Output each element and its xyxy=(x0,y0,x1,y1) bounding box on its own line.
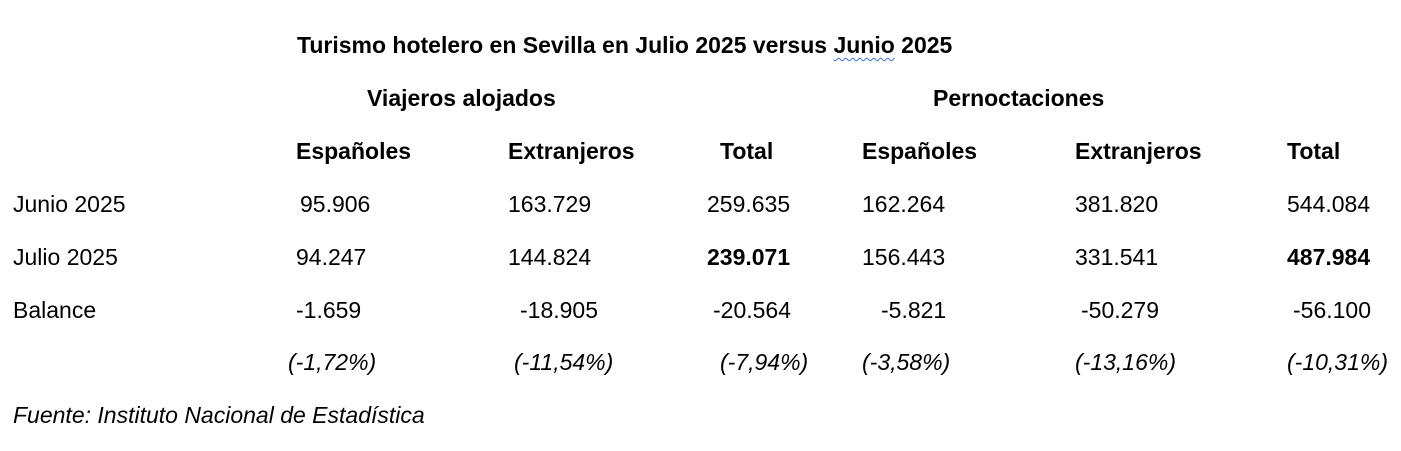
cell-junio-viajeros-total: 259.635 xyxy=(707,191,791,217)
cell-julio-pernoctaciones-extranjeros: 331.541 xyxy=(1075,244,1159,270)
title-text: Turismo hotelero en Sevilla en Julio 202… xyxy=(297,32,834,58)
row-label-balance: Balance xyxy=(13,297,97,323)
group-header-viajeros: Viajeros alojados xyxy=(367,85,556,111)
row-label-junio: Junio 2025 xyxy=(13,191,126,217)
column-header-pernoctaciones-espanoles: Españoles xyxy=(862,138,978,164)
cell-balance-viajeros-total: -20.564 xyxy=(713,297,792,323)
cell-junio-viajeros-espanoles: 95.906 xyxy=(300,191,371,217)
cell-pct-pernoctaciones-extranjeros: (-13,16%) xyxy=(1075,349,1176,375)
cell-julio-viajeros-extranjeros: 144.824 xyxy=(508,244,592,270)
source-note: Fuente: Instituto Nacional de Estadístic… xyxy=(13,402,425,428)
cell-pct-pernoctaciones-total: (-10,31%) xyxy=(1287,349,1388,375)
cell-julio-viajeros-espanoles: 94.247 xyxy=(296,244,367,270)
title-year: 2025 xyxy=(894,32,953,58)
cell-pct-pernoctaciones-espanoles: (-3,58%) xyxy=(862,349,951,375)
cell-pct-viajeros-espanoles: (-1,72%) xyxy=(288,349,377,375)
cell-balance-viajeros-extranjeros: -18.905 xyxy=(520,297,599,323)
column-header-pernoctaciones-total: Total xyxy=(1287,138,1341,164)
column-header-pernoctaciones-extranjeros: Extranjeros xyxy=(1075,138,1202,164)
cell-junio-pernoctaciones-extranjeros: 381.820 xyxy=(1075,191,1159,217)
page-title: Turismo hotelero en Sevilla en Julio 202… xyxy=(297,31,952,59)
spellcheck-flagged-word: Junio xyxy=(833,32,895,58)
cell-pct-viajeros-extranjeros: (-11,54%) xyxy=(514,349,614,375)
cell-balance-pernoctaciones-total: -56.100 xyxy=(1293,297,1372,323)
column-header-viajeros-extranjeros: Extranjeros xyxy=(508,138,635,164)
cell-junio-viajeros-extranjeros: 163.729 xyxy=(508,191,592,217)
column-header-viajeros-total: Total xyxy=(720,138,774,164)
cell-julio-pernoctaciones-espanoles: 156.443 xyxy=(862,244,946,270)
row-label-julio: Julio 2025 xyxy=(13,244,118,270)
cell-junio-pernoctaciones-espanoles: 162.264 xyxy=(862,191,946,217)
group-header-pernoctaciones: Pernoctaciones xyxy=(933,85,1105,111)
cell-balance-pernoctaciones-espanoles: -5.821 xyxy=(881,297,947,323)
cell-junio-pernoctaciones-total: 544.084 xyxy=(1287,191,1371,217)
column-header-viajeros-espanoles: Españoles xyxy=(296,138,412,164)
cell-julio-viajeros-total: 239.071 xyxy=(707,244,791,270)
cell-balance-viajeros-espanoles: -1.659 xyxy=(296,297,362,323)
cell-julio-pernoctaciones-total: 487.984 xyxy=(1287,244,1371,270)
cell-pct-viajeros-total: (-7,94%) xyxy=(720,349,809,375)
cell-balance-pernoctaciones-extranjeros: -50.279 xyxy=(1081,297,1160,323)
